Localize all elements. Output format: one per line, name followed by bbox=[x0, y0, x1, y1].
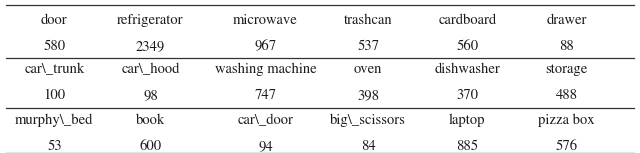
Text: big\_scissors: big\_scissors bbox=[330, 113, 406, 127]
Text: 560: 560 bbox=[456, 40, 478, 53]
Text: storage: storage bbox=[545, 63, 588, 76]
Text: book: book bbox=[136, 113, 165, 127]
Text: laptop: laptop bbox=[449, 113, 486, 127]
Text: 537: 537 bbox=[357, 40, 379, 53]
Text: murphy\_bed: murphy\_bed bbox=[15, 113, 93, 127]
Text: 576: 576 bbox=[556, 139, 577, 153]
Text: 100: 100 bbox=[44, 89, 65, 102]
Text: 94: 94 bbox=[259, 139, 273, 153]
Text: car\_door: car\_door bbox=[237, 113, 294, 127]
Text: car\_trunk: car\_trunk bbox=[24, 63, 84, 76]
Text: oven: oven bbox=[354, 63, 382, 76]
Text: 967: 967 bbox=[255, 40, 276, 53]
Text: 88: 88 bbox=[559, 40, 574, 53]
Text: 2349: 2349 bbox=[136, 40, 165, 53]
Text: 747: 747 bbox=[255, 89, 276, 102]
Text: refrigerator: refrigerator bbox=[117, 14, 184, 27]
Text: 885: 885 bbox=[456, 139, 478, 153]
Text: 53: 53 bbox=[47, 139, 61, 153]
Text: cardboard: cardboard bbox=[438, 14, 496, 27]
Text: 98: 98 bbox=[143, 89, 158, 102]
Text: drawer: drawer bbox=[546, 14, 587, 27]
Text: 84: 84 bbox=[361, 139, 375, 153]
Text: microwave: microwave bbox=[233, 14, 298, 27]
Text: 580: 580 bbox=[44, 40, 65, 53]
Text: trashcan: trashcan bbox=[344, 14, 392, 27]
Text: washing machine: washing machine bbox=[215, 63, 316, 76]
Text: dishwasher: dishwasher bbox=[435, 63, 500, 76]
Text: pizza box: pizza box bbox=[538, 113, 595, 127]
Text: 488: 488 bbox=[556, 89, 577, 102]
Text: door: door bbox=[41, 14, 68, 27]
Text: 370: 370 bbox=[456, 89, 478, 102]
Text: car\_hood: car\_hood bbox=[121, 63, 180, 76]
Text: 600: 600 bbox=[140, 139, 161, 153]
Text: 398: 398 bbox=[357, 89, 379, 102]
